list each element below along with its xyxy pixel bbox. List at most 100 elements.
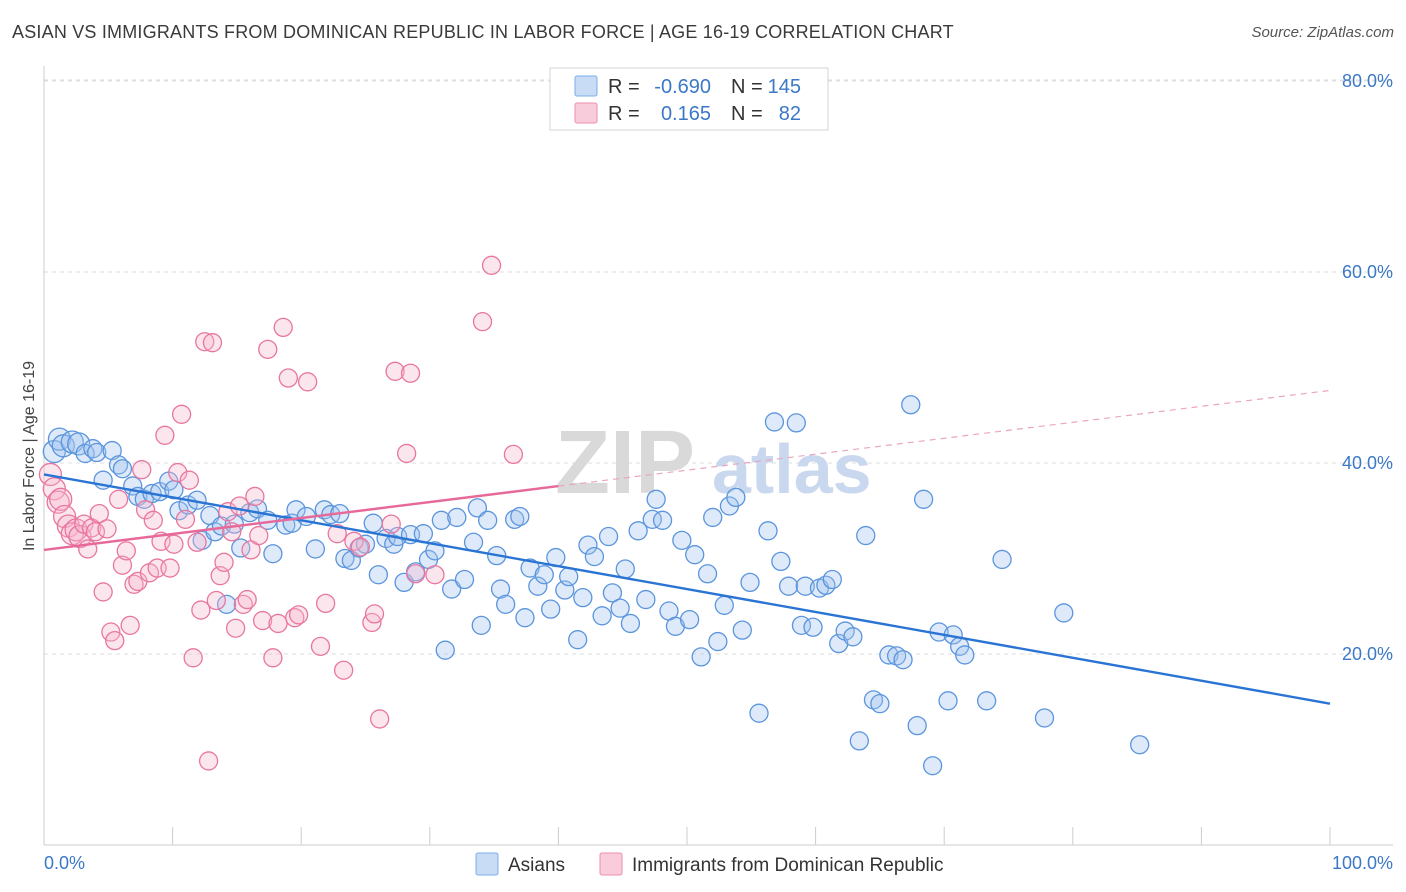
asian-point [843, 627, 863, 647]
legend-box: R = -0.690 N = 145 R = 0.165 N = 82 [549, 67, 829, 131]
asian-point [1130, 735, 1150, 755]
dominican-point [369, 709, 390, 729]
dominican-point [132, 460, 152, 480]
watermark-atlas: atlas [712, 430, 872, 508]
dominican-point [195, 332, 215, 352]
bottom-legend-label-dominican: Immigrants from Dominican Republic [632, 855, 944, 876]
asian-point [758, 521, 778, 541]
y-axis-label: In Labor Force | Age 16-19 [21, 361, 38, 551]
dominican-point [315, 593, 336, 614]
dominican-point [258, 339, 278, 360]
asian-point [568, 630, 588, 650]
asian-point [578, 535, 598, 555]
legend-n-value-dominican: 82 [779, 103, 801, 125]
asian-point [368, 565, 389, 585]
asian-point [592, 606, 612, 626]
dominican-point [400, 363, 421, 383]
dominican-point [191, 600, 211, 620]
dominican-point [245, 486, 265, 507]
asian-point [703, 507, 723, 528]
legend-r-value-asians: -0.690 [654, 76, 711, 98]
asian-point [425, 541, 445, 561]
legend-r-label-dominican: R = [608, 103, 640, 125]
watermark-zip: ZIP [555, 413, 695, 513]
asian-point [355, 534, 376, 554]
asian-point [615, 559, 635, 579]
chart-title: ASIAN VS IMMIGRANTS FROM DOMINICAN REPUB… [12, 22, 954, 42]
dominican-point [385, 361, 405, 381]
asian-point [216, 594, 237, 614]
chart-source: Source: ZipAtlas.com [1251, 24, 1394, 41]
legend-n-label-asians: N = [731, 76, 763, 98]
legend-r-value-dominican: 0.165 [661, 103, 711, 125]
dominican-point [155, 425, 175, 445]
asian-point [573, 588, 593, 608]
dominican-point [143, 510, 163, 530]
asian-point [749, 703, 769, 723]
bottom-legend-swatch-asians [475, 852, 499, 876]
dominican-point [108, 489, 129, 509]
y-tick-label-60: 60.0% [1342, 262, 1393, 282]
dominican-point [202, 333, 223, 353]
dominican-point [171, 404, 192, 424]
asian-point [102, 440, 122, 461]
asian-point [764, 412, 785, 432]
dominican-point [120, 615, 140, 635]
asian-point [471, 615, 491, 635]
asian-point [598, 526, 619, 547]
asian-point [786, 413, 806, 433]
asian-point [822, 569, 842, 590]
dominican-point [288, 605, 309, 625]
asian-point [541, 599, 561, 619]
tick-layer: 20.0% 40.0% 60.0% 80.0% 0.0% 100.0% [44, 71, 1393, 873]
asian-point [112, 459, 133, 479]
dominican-point [105, 630, 125, 651]
y-tick-label-40: 40.0% [1342, 453, 1393, 473]
legend-r-label-asians: R = [608, 76, 640, 98]
trend-layer [43, 389, 1331, 705]
asian-point [646, 489, 666, 509]
asian-point [528, 576, 548, 596]
asian-point [463, 532, 484, 552]
asian-point [442, 579, 462, 599]
dominican-point [168, 462, 188, 483]
dominican-point [278, 368, 298, 388]
asian-point [901, 395, 921, 415]
asian-point [803, 617, 823, 637]
asian-point [305, 539, 325, 559]
dominican-point [214, 552, 234, 572]
dominican-point [225, 618, 246, 638]
dominican-point [229, 496, 250, 516]
trend-line-asians [43, 473, 1331, 705]
asian-point [610, 598, 630, 618]
dominican-point [297, 372, 318, 392]
asian-point [732, 620, 752, 640]
asian-point [454, 569, 475, 590]
dominican-point [381, 514, 401, 534]
dominican-point [93, 582, 113, 602]
asian-point [795, 576, 815, 596]
bottom-legend: Asians Immigrants from Dominican Republi… [475, 852, 944, 876]
asian-point [505, 509, 525, 529]
asian-point [679, 609, 700, 630]
asian-point [976, 691, 997, 711]
asian-point [870, 694, 890, 714]
x-tick-label-min: 0.0% [44, 853, 85, 873]
asian-point [778, 576, 799, 596]
asian-point [938, 691, 958, 711]
bottom-legend-swatch-dominican [599, 852, 623, 876]
dominican-point [160, 558, 180, 578]
dominican-point [249, 525, 269, 546]
legend-n-value-asians: 145 [768, 76, 801, 98]
dominican-point [263, 648, 283, 668]
asian-point [697, 564, 718, 584]
asian-point [478, 510, 498, 530]
y-tick-label-20: 20.0% [1342, 644, 1393, 664]
asian-point [602, 583, 623, 603]
asian-point [496, 594, 516, 614]
legend-swatch-asians [574, 75, 598, 97]
asian-point [642, 509, 662, 529]
asian-point [447, 507, 467, 528]
asian-point [1034, 708, 1055, 728]
